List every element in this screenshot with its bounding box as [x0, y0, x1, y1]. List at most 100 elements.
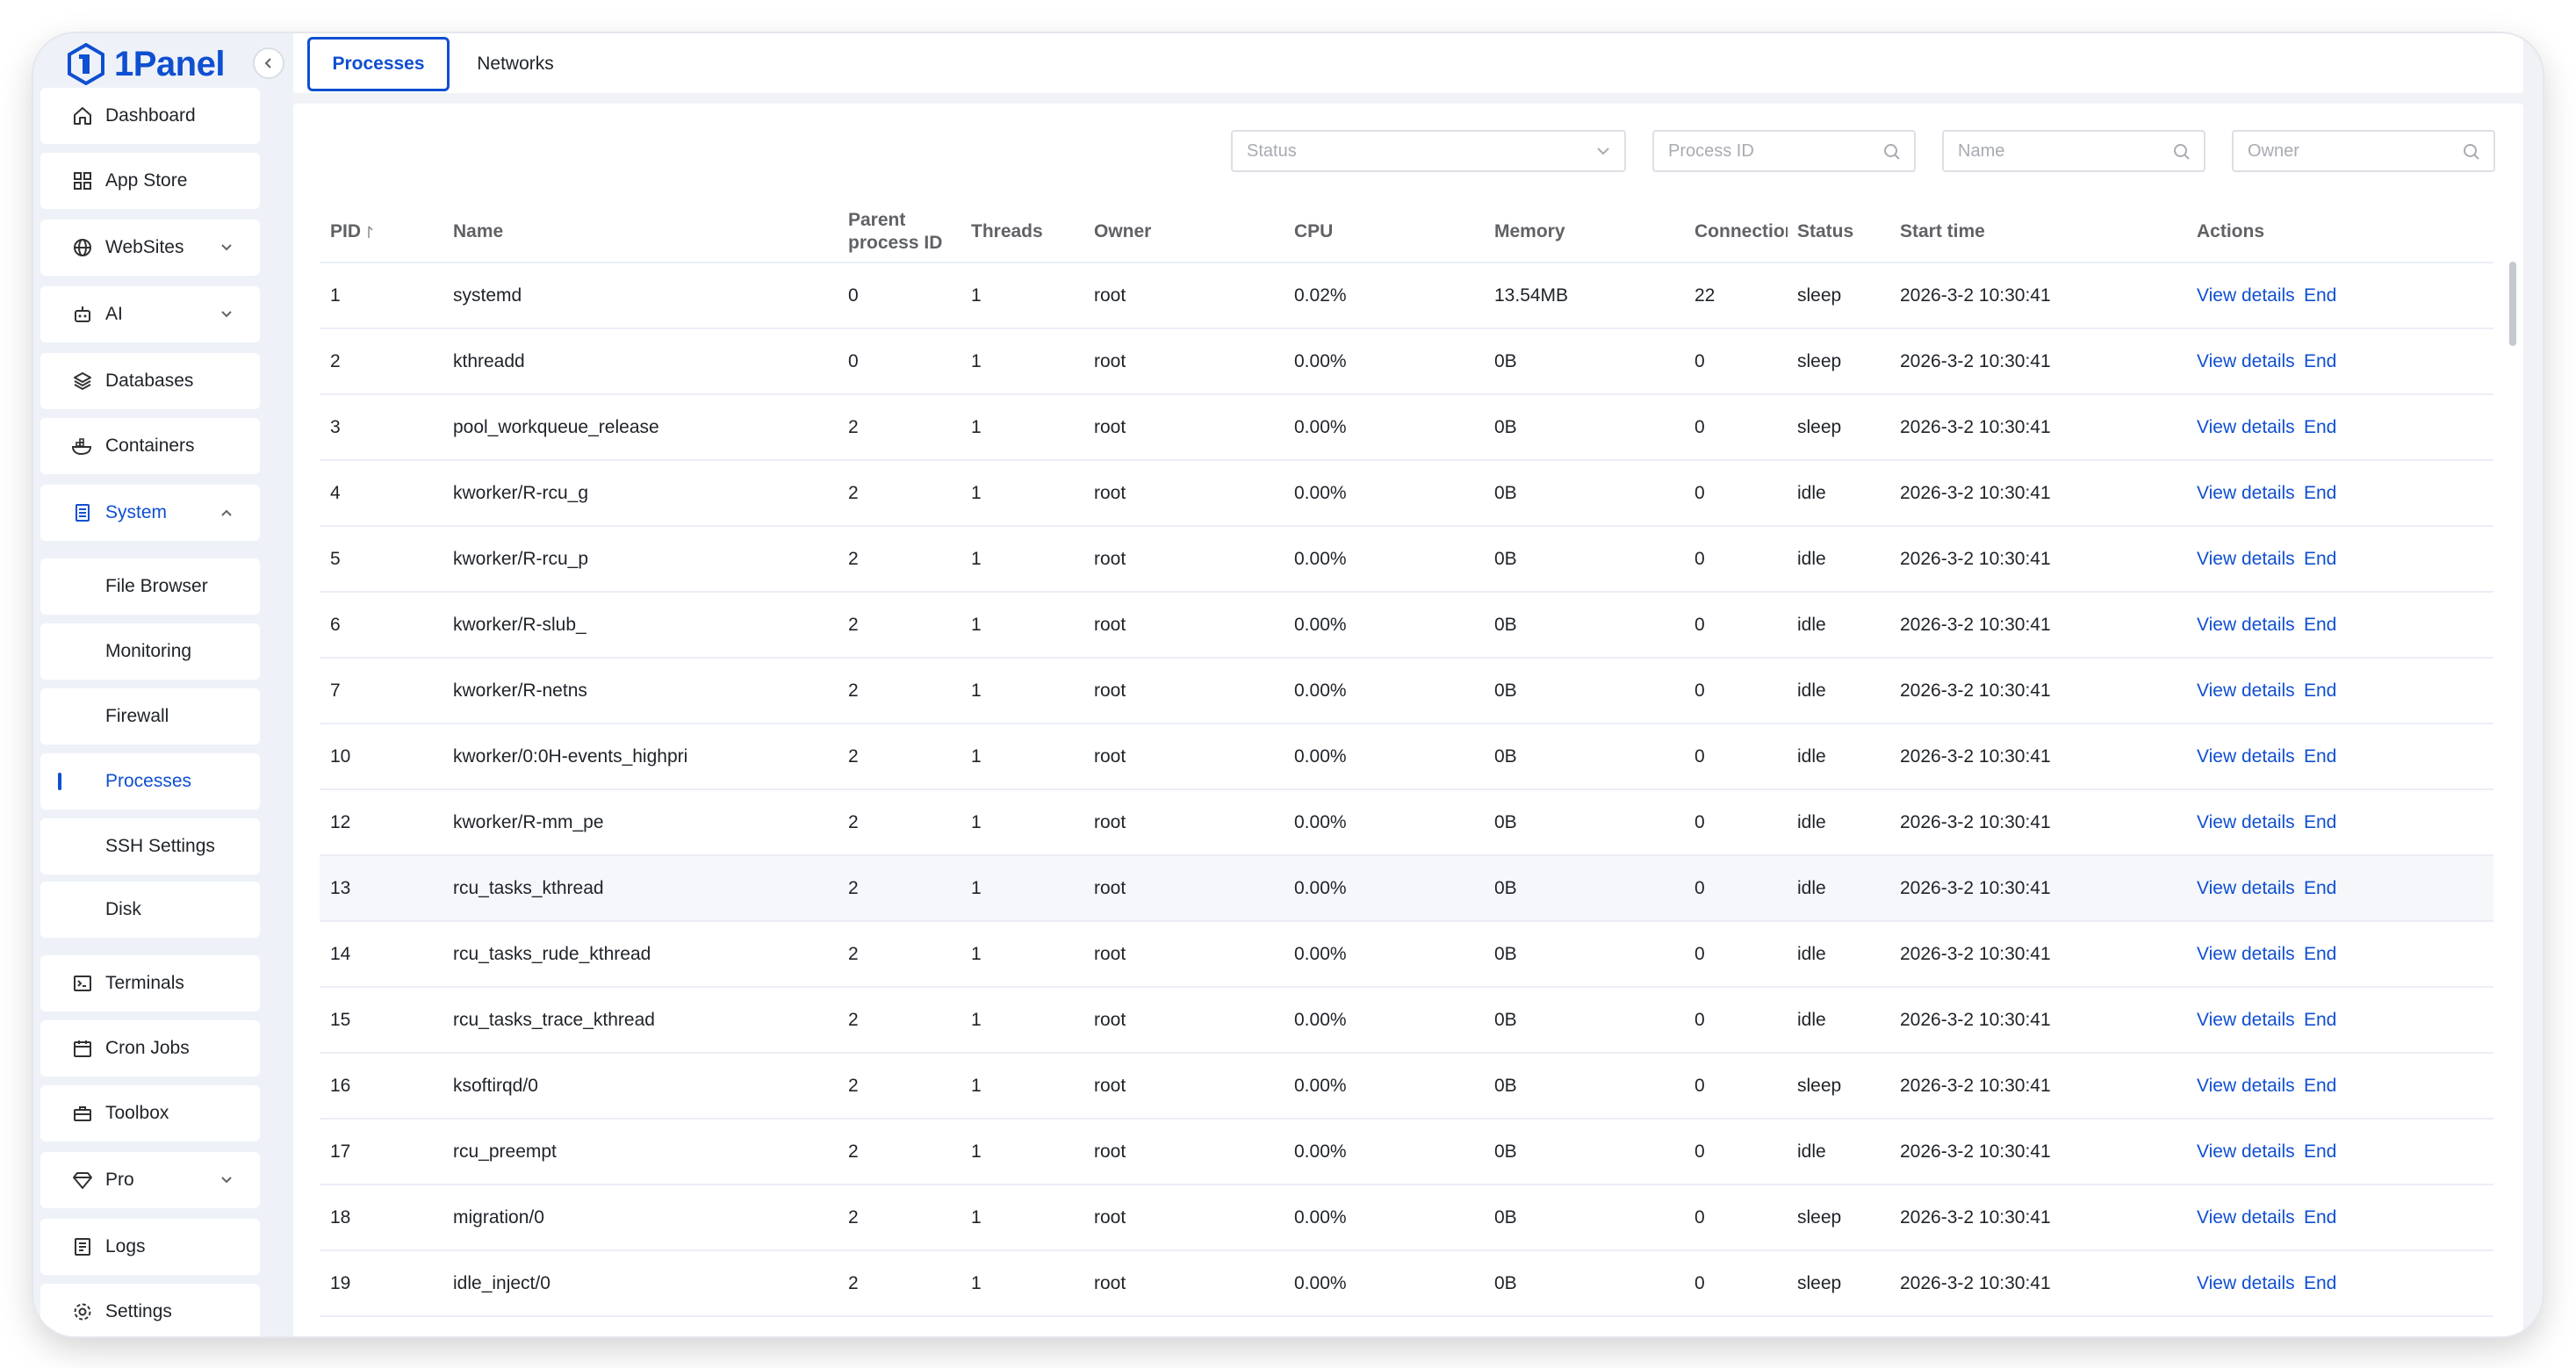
- column-header-pid[interactable]: PID: [330, 200, 435, 263]
- table-row[interactable]: 15 rcu_tasks_trace_kthread 2 1 root 0.00% 0B 0 i…: [320, 988, 2493, 1054]
- view-details-button[interactable]: View details: [2197, 877, 2295, 898]
- view-details-button[interactable]: View details: [2197, 811, 2295, 832]
- table-row[interactable]: 19 idle_inject/0 2 1 root 0.00% 0B 0 sleep 2026-3…: [320, 1251, 2493, 1317]
- sidebar-item-logs[interactable]: Logs: [40, 1219, 260, 1275]
- end-process-button[interactable]: End: [2304, 877, 2337, 898]
- sidebar-subitem-processes[interactable]: Processes: [40, 753, 260, 810]
- table-row[interactable]: 5 kworker/R-rcu_p 2 1 root 0.00% 0B 0 idle 2026-3…: [320, 527, 2493, 593]
- view-details-button[interactable]: View details: [2197, 1206, 2295, 1228]
- end-process-button[interactable]: End: [2304, 1272, 2337, 1293]
- view-details-button[interactable]: View details: [2197, 284, 2295, 306]
- view-details-button[interactable]: View details: [2197, 416, 2295, 437]
- view-details-button[interactable]: View details: [2197, 745, 2295, 767]
- sidebar-subitem-disk[interactable]: Disk: [40, 882, 260, 938]
- end-process-button[interactable]: End: [2304, 482, 2337, 503]
- sidebar-subitem-firewall[interactable]: Firewall: [40, 688, 260, 745]
- sidebar-item-cron-jobs[interactable]: Cron Jobs: [40, 1020, 260, 1076]
- end-process-button[interactable]: End: [2304, 1206, 2337, 1228]
- cell-pid: 10: [330, 745, 351, 767]
- search-icon[interactable]: [1882, 142, 1902, 162]
- name-input[interactable]: [1958, 140, 2155, 162]
- cell-owner: root: [1094, 1009, 1126, 1030]
- sidebar-item-dashboard[interactable]: Dashboard: [40, 88, 260, 144]
- table-row[interactable]: 3 pool_workqueue_release 2 1 root 0.00% 0B 0 sle…: [320, 395, 2493, 461]
- cell-pid: 6: [330, 614, 341, 635]
- sidebar-item-app-store[interactable]: App Store: [40, 153, 260, 209]
- owner-input[interactable]: [2248, 140, 2444, 162]
- cell-threads: 1: [971, 1272, 982, 1293]
- process-id-search[interactable]: [1652, 130, 1916, 172]
- table-row[interactable]: 6 kworker/R-slub_ 2 1 root 0.00% 0B 0 idle 2026-3…: [320, 593, 2493, 659]
- tab-networks[interactable]: Networks: [477, 54, 554, 74]
- view-details-button[interactable]: View details: [2197, 548, 2295, 569]
- view-details-button[interactable]: View details: [2197, 680, 2295, 701]
- sidebar-item-pro[interactable]: Pro: [40, 1152, 260, 1208]
- table-header: PID Name Parent process ID Threads Owner…: [320, 200, 2493, 263]
- sidebar-item-terminals[interactable]: Terminals: [40, 955, 260, 1012]
- table-row[interactable]: 7 kworker/R-netns 2 1 root 0.00% 0B 0 idle 2026-3…: [320, 659, 2493, 724]
- table-scrollbar[interactable]: [2509, 262, 2516, 346]
- view-details-button[interactable]: View details: [2197, 1075, 2295, 1096]
- sidebar-subitem-label: Disk: [105, 899, 141, 919]
- sidebar-item-ai[interactable]: AI: [40, 286, 260, 342]
- search-icon[interactable]: [2172, 142, 2191, 162]
- end-process-button[interactable]: End: [2304, 614, 2337, 635]
- sidebar-item-system[interactable]: System: [40, 485, 260, 541]
- cell-owner: root: [1094, 680, 1126, 701]
- view-details-button[interactable]: View details: [2197, 1009, 2295, 1030]
- view-details-button[interactable]: View details: [2197, 1141, 2295, 1162]
- sidebar-item-toolbox[interactable]: Toolbox: [40, 1085, 260, 1141]
- sidebar-subitem-ssh-settings[interactable]: SSH Settings: [40, 818, 260, 875]
- sidebar-subitem-monitoring[interactable]: Monitoring: [40, 623, 260, 680]
- view-details-button[interactable]: View details: [2197, 350, 2295, 371]
- end-process-button[interactable]: End: [2304, 1075, 2337, 1096]
- sidebar-item-containers[interactable]: Containers: [40, 418, 260, 474]
- owner-search[interactable]: [2232, 130, 2495, 172]
- end-process-button[interactable]: End: [2304, 1009, 2337, 1030]
- end-process-button[interactable]: End: [2304, 811, 2337, 832]
- sidebar-subitem-file-browser[interactable]: File Browser: [40, 558, 260, 615]
- cell-threads: 1: [971, 877, 982, 898]
- column-header-label: PID: [330, 221, 362, 241]
- cell-threads: 1: [971, 745, 982, 767]
- view-details-button[interactable]: View details: [2197, 614, 2295, 635]
- search-icon[interactable]: [2462, 142, 2481, 162]
- end-process-button[interactable]: End: [2304, 350, 2337, 371]
- sidebar-item-settings[interactable]: Settings: [40, 1284, 260, 1336]
- end-process-button[interactable]: End: [2304, 745, 2337, 767]
- process-id-input[interactable]: [1668, 140, 1865, 162]
- end-process-button[interactable]: End: [2304, 943, 2337, 964]
- table-row[interactable]: 1 systemd 0 1 root 0.02% 13.54MB 22 sleep 2026-3-…: [320, 263, 2493, 329]
- view-details-button[interactable]: View details: [2197, 482, 2295, 503]
- sort-asc-icon[interactable]: [364, 223, 377, 241]
- sidebar-item-databases[interactable]: Databases: [40, 353, 260, 409]
- end-process-button[interactable]: End: [2304, 1141, 2337, 1162]
- end-process-button[interactable]: End: [2304, 680, 2337, 701]
- end-process-button[interactable]: End: [2304, 284, 2337, 306]
- cell-parent-pid: 0: [848, 350, 859, 371]
- table-row[interactable]: 4 kworker/R-rcu_g 2 1 root 0.00% 0B 0 idle 2026-3…: [320, 461, 2493, 527]
- name-search[interactable]: [1942, 130, 2205, 172]
- sidebar-item-websites[interactable]: WebSites: [40, 220, 260, 276]
- logo[interactable]: 1Panel: [67, 39, 225, 90]
- table-row[interactable]: 14 rcu_tasks_rude_kthread 2 1 root 0.00% 0B 0 id…: [320, 922, 2493, 988]
- table-row[interactable]: 10 kworker/0:0H-events_highpri 2 1 root 0.00%…: [320, 724, 2493, 790]
- end-process-button[interactable]: End: [2304, 548, 2337, 569]
- sidebar-subitem-label: Processes: [105, 771, 192, 791]
- cell-cpu: 0.00%: [1294, 745, 1347, 767]
- sidebar-collapse-button[interactable]: [253, 47, 284, 79]
- status-select[interactable]: Status: [1231, 130, 1626, 172]
- cell-memory: 0B: [1494, 482, 1517, 503]
- view-details-button[interactable]: View details: [2197, 1272, 2295, 1293]
- end-process-button[interactable]: End: [2304, 416, 2337, 437]
- table-row[interactable]: 2 kthreadd 0 1 root 0.00% 0B 0 sleep 2026-3-2 10:…: [320, 329, 2493, 395]
- table-row[interactable]: 13 rcu_tasks_kthread 2 1 root 0.00% 0B 0 idle 202…: [320, 856, 2493, 922]
- table-row[interactable]: 17 rcu_preempt 2 1 root 0.00% 0B 0 idle 2026-3-2 …: [320, 1120, 2493, 1185]
- table-row[interactable]: 12 kworker/R-mm_pe 2 1 root 0.00% 0B 0 idle 2026-…: [320, 790, 2493, 856]
- view-details-button[interactable]: View details: [2197, 943, 2295, 964]
- table-row[interactable]: 16 ksoftirqd/0 2 1 root 0.00% 0B 0 sleep 2026-3-2…: [320, 1054, 2493, 1120]
- cell-start-time: 2026-3-2 10:30:41: [1900, 284, 2051, 306]
- tab-processes[interactable]: Processes: [307, 37, 450, 91]
- table-row[interactable]: 18 migration/0 2 1 root 0.00% 0B 0 sleep 2026-3-2…: [320, 1185, 2493, 1251]
- cell-threads: 1: [971, 482, 982, 503]
